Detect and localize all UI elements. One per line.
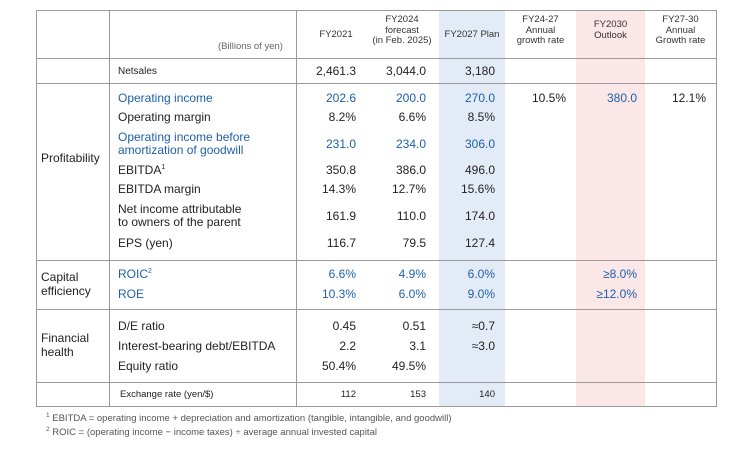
value-cell: 350.8 [325,163,356,177]
column-header-fy2024: FY2024 forecast (in Feb. 2025) [372,14,432,46]
column-header-growth-24-27: FY24-27 Annual growth rate [516,14,565,46]
value-cell: ≈3.0 [471,339,495,353]
value-cell: 3,044.0 [385,64,426,78]
value-cell: 202.6 [325,91,356,105]
value-cell: 112 [340,389,356,400]
value-cell: 127.4 [464,236,495,250]
value-cell: 161.9 [325,209,356,223]
value-cell: ≥8.0% [603,267,637,281]
row-label-eps: EPS (yen) [118,236,173,250]
row-label-roic: ROIC2 [118,268,152,281]
value-cell: 174.0 [464,209,495,223]
grid-line [36,309,717,310]
footnote-number: 1 [46,411,50,419]
value-cell: 153 [410,389,426,400]
column-header-growth-27-30: FY27-30 Annual Growth rate [655,14,706,46]
row-label-roe: ROE [118,287,145,301]
row-label-net-income-line1: Net income attributable [118,202,242,216]
row-label-equity-ratio: Equity ratio [118,359,179,373]
value-cell: 6.0% [398,287,426,301]
footnote-marker: 2 [148,268,152,275]
value-cell: 14.3% [321,182,356,196]
footnote-text: EBITDA = operating income + depreciation… [49,413,452,424]
row-label-ebitda: EBITDA1 [118,164,165,177]
value-cell: 9.0% [467,287,495,301]
row-label-net-income-line2: to owners of the parent [118,215,241,229]
value-cell: 110.0 [396,209,426,223]
value-cell: 0.51 [402,319,426,333]
footnote-marker: 1 [161,164,166,171]
value-cell: 2,461.3 [315,64,356,78]
value-cell: 8.5% [467,110,495,124]
unit-label: (Billions of yen) [218,41,283,52]
outlook-column-shade [576,10,645,407]
value-cell: 231.0 [325,137,356,151]
value-cell: 10.5% [531,91,566,105]
grid-line [109,10,110,407]
value-cell: 116.7 [326,236,356,250]
value-cell: 380.0 [606,91,637,105]
value-cell: 496.0 [464,163,495,177]
value-cell: 3,180 [464,64,495,78]
row-label-debt-ebitda: Interest-bearing debt/EBITDA [118,339,276,353]
column-header-fy2021: FY2021 [319,29,353,40]
value-cell: 12.7% [391,182,426,196]
value-cell: 15.6% [460,182,495,196]
plan-column-shade [439,10,505,407]
targets-table: (Billions of yen) FY2021 FY2024 forecast… [36,10,717,407]
value-cell: 49.5% [391,359,426,373]
footnote-1: 1 EBITDA = operating income + depreciati… [46,411,452,424]
row-label-exchange-rate: Exchange rate (yen/$) [120,389,214,400]
value-cell: 8.2% [328,110,356,124]
row-label-oi-before-goodwill-line1: Operating income before [118,130,251,144]
grid-line [296,10,297,407]
value-cell: ≈0.7 [471,319,495,333]
footnote-2: 2 ROIC = (operating income − income taxe… [46,425,377,438]
grid-line [716,10,717,407]
grid-line [36,58,717,59]
column-header-fy2027: FY2027 Plan [444,29,500,40]
footnote-number: 2 [46,425,50,433]
group-label-financial-health-line1: Financial [41,331,90,345]
value-cell: 234.0 [395,137,426,151]
value-cell: 200.0 [395,91,426,105]
ebitda-label-text: EBITDA [118,163,162,177]
value-cell: 6.6% [398,110,426,124]
value-cell: 6.6% [328,267,356,281]
grid-line [36,83,717,84]
value-cell: 0.45 [332,319,356,333]
grid-line [36,260,717,261]
value-cell: 270.0 [464,91,495,105]
value-cell: 386.0 [395,163,426,177]
row-label-ebitda-margin: EBITDA margin [118,182,201,196]
value-cell: 140 [479,389,495,400]
value-cell: 306.0 [464,137,495,151]
row-label-de-ratio: D/E ratio [118,319,165,333]
value-cell: 6.0% [467,267,495,281]
group-label-profitability: Profitability [41,151,100,165]
group-label-capital-efficiency-line1: Capital [41,270,79,284]
grid-line [36,382,717,383]
roic-label-text: ROIC [118,267,148,281]
row-label-oi-before-goodwill-line2: amortization of goodwill [118,143,244,157]
value-cell: 79.5 [402,236,426,250]
value-cell: 12.1% [671,91,706,105]
grid-line [36,406,717,407]
grid-line [36,10,37,407]
value-cell: 2.2 [339,339,356,353]
group-label-capital-efficiency-line2: efficiency [41,284,91,298]
row-label-net-sales: Netsales [118,66,157,77]
column-header-fy2030: FY2030 Outlook [593,19,628,41]
row-label-operating-margin: Operating margin [118,110,211,124]
value-cell: 10.3% [321,287,356,301]
footnote-text: ROIC = (operating income − income taxes)… [49,427,377,438]
value-cell: 4.9% [398,267,426,281]
value-cell: 50.4% [321,359,356,373]
grid-line [36,10,717,11]
row-label-operating-income: Operating income [118,91,213,105]
value-cell: ≥12.0% [596,287,637,301]
group-label-financial-health-line2: health [41,345,74,359]
value-cell: 3.1 [409,339,426,353]
